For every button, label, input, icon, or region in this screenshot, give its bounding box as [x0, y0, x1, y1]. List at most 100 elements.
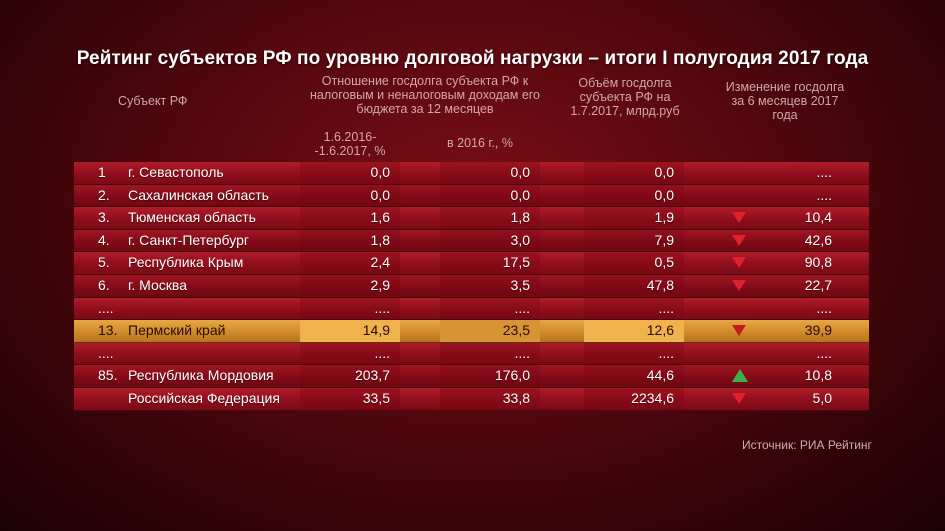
ratio-12m-cell: ....	[374, 344, 390, 361]
ratio-2016-cell: 0,0	[510, 164, 530, 180]
ratio-2016-cell: ....	[514, 344, 530, 361]
ratio-12m-cell: 1,6	[370, 209, 390, 226]
header-period-12m: 1.6.2016- -1.6.2017, %	[314, 130, 386, 158]
ratio-2016-cell: 3,0	[510, 231, 530, 248]
cell-background	[584, 342, 684, 365]
cell-background	[300, 252, 400, 274]
debt-volume-cell: 0,5	[654, 254, 674, 271]
ratio-2016-cell: ....	[514, 299, 530, 316]
table-row: 2. Сахалинская область 0,0 0,0 0,0....	[74, 184, 869, 208]
ratio-12m-cell: 0,0	[370, 186, 390, 203]
arrow-down-icon	[732, 212, 746, 224]
rank-cell: ....	[98, 299, 114, 316]
chart-title: Рейтинг субъектов РФ по уровню долговой …	[76, 48, 869, 69]
ratio-12m-cell: 203,7	[354, 367, 390, 384]
debt-volume-cell: 0,0	[654, 186, 674, 203]
cell-background	[584, 252, 684, 274]
subject-name-cell: Республика Мордовия	[128, 367, 274, 384]
rank-cell: 5.	[98, 254, 110, 271]
cell-background	[584, 274, 684, 297]
arrow-down-icon	[732, 392, 746, 404]
cell-background	[440, 162, 540, 184]
arrow-down-icon	[732, 257, 746, 269]
debt-change-cell: 39,9	[804, 322, 832, 339]
subject-name-cell: Российская Федерация	[128, 389, 280, 406]
cell-background	[300, 229, 400, 252]
subject-name-cell: г. Санкт-Петербург	[128, 231, 249, 248]
debt-volume-cell: 44,6	[646, 367, 674, 384]
rank-cell: 4.	[98, 231, 110, 248]
cell-background	[440, 342, 540, 365]
ratio-2016-cell: 33,8	[502, 389, 530, 406]
ratio-12m-cell: 2,9	[370, 276, 390, 293]
debt-volume-cell: 47,8	[646, 276, 674, 293]
debt-change-cell: 10,8	[804, 367, 832, 384]
subject-name-cell: г. Севастополь	[128, 164, 224, 180]
arrow-down-icon	[732, 234, 746, 246]
ratio-2016-cell: 17,5	[502, 254, 530, 271]
ratio-2016-cell: 176,0	[494, 367, 530, 384]
debt-change-cell: ....	[816, 164, 832, 180]
cell-background	[440, 387, 540, 410]
cell-background	[300, 387, 400, 410]
table-row: 6. г. Москва 2,9 3,5 47,8 22,7	[74, 274, 869, 298]
ratio-2016-cell: 1,8	[510, 209, 530, 226]
cell-background	[584, 320, 684, 342]
table-row: 5. Республика Крым 2,4 17,5 0,5 90,8	[74, 252, 869, 275]
header-debt-volume: Объём госдолга субъекта РФ на 1.7.2017, …	[570, 76, 680, 118]
cell-background	[440, 229, 540, 252]
table-row: 4. г. Санкт-Петербург 1,8 3,0 7,9 42,6	[74, 229, 869, 253]
rank-cell: 2.	[98, 186, 110, 203]
rank-cell: 13.	[98, 322, 118, 339]
cell-background	[300, 162, 400, 184]
rank-cell: 3.	[98, 209, 110, 226]
cell-background	[440, 297, 540, 320]
cell-background	[440, 207, 540, 229]
cell-background	[440, 274, 540, 297]
header-debt-ratio: Отношение госдолга субъекта РФ к налогов…	[309, 74, 541, 116]
ratio-12m-cell: 2,4	[370, 254, 390, 271]
debt-volume-cell: 1,9	[654, 209, 674, 226]
rank-cell: 85.	[98, 367, 118, 384]
table-row: Российская Федерация 33,5 33,8 2234,6 5,0	[74, 387, 869, 411]
rank-cell: 1	[98, 164, 106, 180]
table-row: ....................	[74, 342, 869, 366]
debt-change-cell: 10,4	[804, 209, 832, 226]
cell-background	[584, 297, 684, 320]
table-row: ....................	[74, 297, 869, 321]
debt-change-cell: ....	[816, 186, 832, 203]
cell-background	[584, 229, 684, 252]
cell-background	[440, 252, 540, 274]
subject-name-cell	[128, 343, 328, 365]
debt-change-cell: ....	[816, 299, 832, 316]
subject-name-cell: Республика Крым	[128, 254, 244, 271]
ratio-12m-cell: ....	[374, 299, 390, 316]
ratio-2016-cell: 3,5	[510, 276, 530, 293]
cell-background	[300, 207, 400, 229]
debt-change-cell: ....	[816, 344, 832, 361]
table-row: 3. Тюменская область 1,6 1,8 1,9 10,4	[74, 207, 869, 230]
arrow-down-icon	[732, 279, 746, 291]
cell-background	[440, 184, 540, 207]
debt-volume-cell: ....	[658, 299, 674, 316]
cell-background	[440, 365, 540, 387]
subject-name-cell: Тюменская область	[128, 209, 256, 226]
header-subject: Субъект РФ	[118, 94, 188, 108]
cell-background	[300, 365, 400, 387]
ratio-2016-cell: 0,0	[510, 186, 530, 203]
cell-background	[300, 342, 400, 365]
cell-background	[584, 162, 684, 184]
ratio-12m-cell: 33,5	[362, 389, 390, 406]
subject-name-cell	[128, 298, 328, 320]
arrow-down-icon	[732, 325, 746, 337]
cell-background	[584, 184, 684, 207]
debt-change-cell: 22,7	[804, 276, 832, 293]
table-row: 85. Республика Мордовия 203,7 176,0 44,6 10,8	[74, 365, 869, 388]
header-year-2016: в 2016 г., %	[447, 136, 513, 150]
debt-volume-cell: 7,9	[654, 231, 674, 248]
rank-cell: 6.	[98, 276, 110, 293]
cell-background	[584, 365, 684, 387]
rating-table: 1 г. Севастополь 0,0 0,0 0,0.... 2. Сахалинска…	[74, 162, 869, 411]
ratio-12m-cell: 14,9	[362, 322, 390, 339]
cell-background	[300, 297, 400, 320]
